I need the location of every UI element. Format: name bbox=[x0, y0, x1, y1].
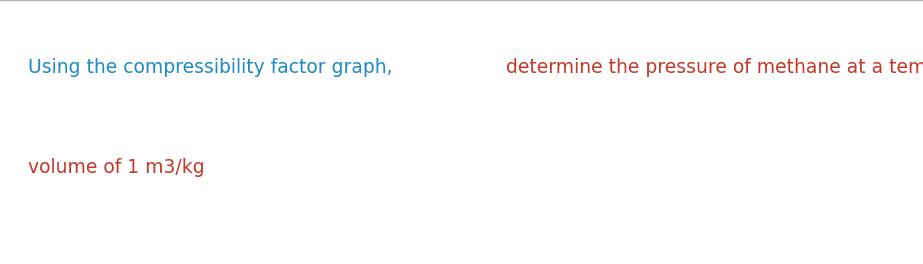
Text: volume of 1 m3/kg: volume of 1 m3/kg bbox=[28, 158, 204, 177]
Text: determine the pressure of methane at a temperature of 600 K and a specific: determine the pressure of methane at a t… bbox=[506, 58, 923, 77]
Text: Using the compressibility factor graph,: Using the compressibility factor graph, bbox=[28, 58, 399, 77]
